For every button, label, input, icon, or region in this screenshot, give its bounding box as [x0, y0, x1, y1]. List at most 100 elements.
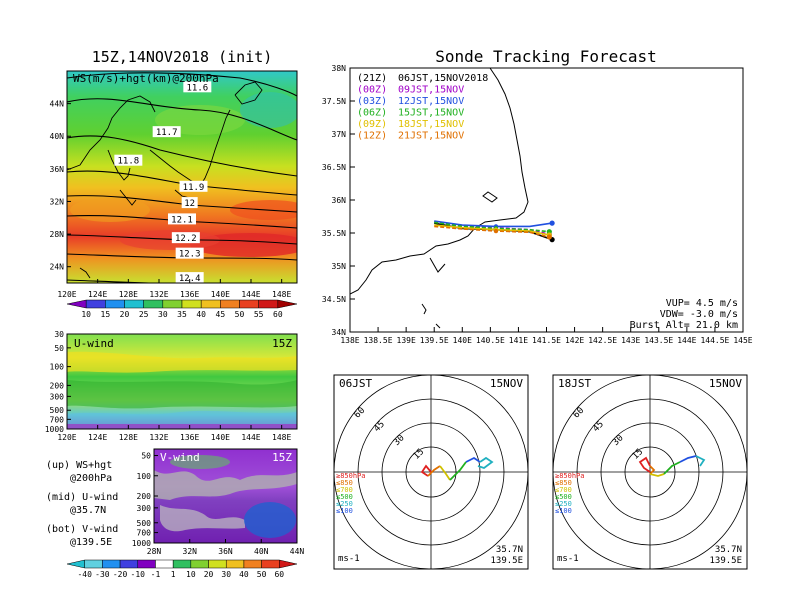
contour-label-bg — [183, 81, 212, 93]
ws-lat-ticks: 44N 40N 36N 32N 28N 24N — [50, 100, 71, 272]
landing-point — [549, 220, 555, 226]
lon-tick-label: 144E — [241, 433, 260, 442]
hodo-trace — [465, 456, 481, 463]
hodo-date: 15NOV — [490, 377, 523, 390]
lon-tick-label: 142.5E — [588, 336, 617, 345]
map-lat-ticks: 38N 37.5N 37N 36.5N 36N 35.5N 35N 34.5N 34N — [322, 64, 355, 337]
contour-label: 12.1 — [171, 215, 193, 225]
p-tick-label: 50 — [54, 344, 64, 353]
legend-up-2: @200hPa — [70, 473, 112, 484]
lat-tick-label: 38N — [332, 64, 347, 73]
v-lat-ticks: 28N 32N 36N 40N 44N — [147, 539, 305, 556]
u-wind-time: 15Z — [272, 337, 292, 350]
wind-colorbar-label: 30 — [221, 570, 231, 579]
ws-heatmap: 11.6 11.7 11.8 11.9 12 12.1 12.2 12.3 12.4 — [67, 71, 297, 283]
ws-map-label: WS(m/s)+hgt(km)@200hPa — [73, 72, 219, 85]
wind-colorbar-swatch — [225, 559, 245, 569]
hodo-lon: 139.5E — [709, 556, 742, 566]
lat-tick-label: 36N — [332, 196, 347, 205]
wind-colorbar-swatch — [119, 559, 139, 569]
lat-tick-label: 44N — [290, 547, 305, 556]
colorbar-label: 10 — [81, 310, 91, 319]
contour-label: 12.3 — [179, 250, 201, 260]
wind-colorbar: -40 -30 -20 -10 -1 1 10 20 30 40 50 60 — [66, 559, 298, 579]
lat-tick-label: 44N — [50, 100, 65, 109]
lat-tick-label: 36N — [50, 165, 65, 174]
hodo-level-label: ≥850hPa — [336, 472, 366, 480]
colorbar-label: 50 — [235, 310, 245, 319]
p-tick-label: 300 — [50, 392, 65, 401]
hodo-level-label: ≤500 — [555, 493, 572, 501]
track-coastline — [350, 68, 529, 329]
track-legend-z: (00Z) — [357, 85, 387, 96]
p-tick-label: 200 — [50, 381, 65, 390]
colorbar-label: 35 — [177, 310, 187, 319]
contour-label: 11.7 — [156, 128, 178, 138]
lon-tick-label: 139E — [397, 336, 416, 345]
wind-colorbar-swatch — [261, 559, 280, 569]
v-wind-label: V-wind — [160, 451, 200, 464]
lat-tick-label: 34N — [332, 328, 347, 337]
hodo-trace — [449, 461, 467, 481]
lat-tick-label: 36N — [218, 547, 233, 556]
hodo-time: 18JST — [558, 377, 591, 390]
p-tick-label: 700 — [137, 529, 152, 538]
contour-label-bg — [179, 180, 208, 192]
v-wind-time: 15Z — [272, 451, 292, 464]
colorbar-label: 25 — [139, 310, 149, 319]
wind-colorbar-label: 50 — [257, 570, 267, 579]
hodo-lon: 139.5E — [490, 556, 523, 566]
wind-colorbar-label: 10 — [186, 570, 196, 579]
lon-tick-label: 138E — [340, 336, 359, 345]
lon-tick-label: 120E — [57, 290, 76, 299]
lat-tick-label: 40N — [254, 547, 269, 556]
colorbar-swatch — [239, 299, 259, 309]
colorbar-swatch — [162, 299, 183, 309]
lat-tick-label: 37N — [332, 130, 347, 139]
wind-colorbar-label: -20 — [113, 570, 128, 579]
hodo-level-label: ≤850 — [336, 479, 353, 487]
lon-tick-label: 128E — [119, 433, 138, 442]
contour-label-bg — [152, 126, 181, 138]
colorbar-swatch — [143, 299, 164, 309]
p-tick-label: 500 — [137, 519, 152, 528]
vup-text: VUP= 4.5 m/s — [666, 298, 738, 309]
lat-tick-label: 34.5N — [322, 295, 346, 304]
track-legend: (21Z) 06JST,15NOV2018 (00Z) 09JST,15NOV (03Z… — [357, 73, 488, 142]
track-legend-label: 18JST,15NOV — [398, 119, 464, 130]
track-legend-label: 09JST,15NOV — [398, 85, 464, 96]
hodo-level-label: ≤500 — [336, 493, 353, 501]
wind-colorbar-label: 40 — [239, 570, 249, 579]
lon-tick-label: 136E — [180, 290, 199, 299]
hodo-trace — [649, 465, 656, 475]
burst-point — [493, 228, 499, 234]
colorbar-swatch — [277, 299, 298, 309]
lon-tick-label: 140E — [211, 290, 230, 299]
u-wind-heatmap — [67, 334, 297, 429]
lat-tick-label: 32N — [50, 197, 65, 206]
colorbar-swatch — [105, 299, 125, 309]
lon-tick-label: 143.5E — [644, 336, 673, 345]
contour-label-bg — [171, 232, 200, 244]
legend-up-1: (up) WS+hgt — [46, 460, 112, 471]
hodo-unit: ms-1 — [338, 554, 360, 564]
colorbar-swatch — [220, 299, 240, 309]
legend-bot-2: @139.5E — [70, 537, 112, 548]
sonde-tracks — [434, 220, 555, 243]
hodo-unit: ms-1 — [557, 554, 579, 564]
lon-tick-label: 143E — [621, 336, 640, 345]
ws-lon-ticks: 120E 124E 128E 132E 136E 140E 144E 148E — [57, 279, 291, 299]
p-tick-label: 1000 — [45, 425, 64, 434]
colorbar-swatch — [124, 299, 144, 309]
burst-alt-text: Burst Alt= 21.0 km — [630, 320, 738, 331]
contour-labels: 11.6 11.7 11.8 11.9 12 12.1 12.2 12.3 12.4 — [114, 81, 212, 283]
u-lon-ticks: 120E 124E 128E 132E 136E 140E 144E 148E — [57, 425, 291, 442]
hodo-level-label: ≤100 — [336, 507, 353, 515]
lon-tick-label: 120E — [57, 433, 76, 442]
lat-tick-label: 28N — [147, 547, 162, 556]
